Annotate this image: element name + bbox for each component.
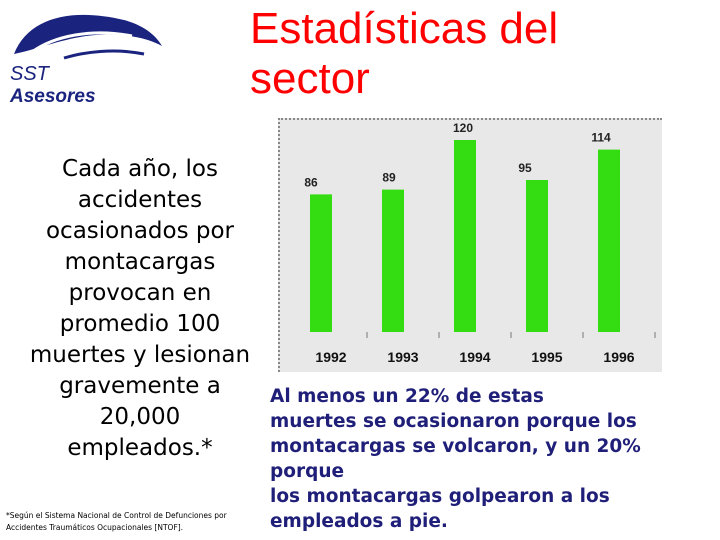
left-line: accidentes — [77, 187, 203, 213]
bar-chart: 86 1992 89 1993 120 1994 95 1995 114 1996 — [278, 118, 662, 372]
bar-1995 — [526, 180, 548, 332]
left-paragraph: Cada año, los accidentes ocasionados por… — [22, 154, 258, 464]
left-line: gravemente a — [59, 373, 221, 399]
right-line: empleados a pie. — [270, 511, 448, 532]
page-title: Estadísticas del sector — [250, 4, 710, 104]
tick-label-1992: 1992 — [315, 349, 346, 365]
footnote: *Según el Sistema Nacional de Control de… — [6, 510, 262, 534]
value-label-1993: 89 — [382, 171, 396, 185]
footnote-line-1: *Según el Sistema Nacional de Control de… — [6, 511, 227, 520]
bar-1992 — [310, 194, 332, 332]
right-line: Al menos un 22% de estas — [270, 386, 544, 407]
logo-text-sst: SST — [10, 63, 51, 85]
right-line: los montacargas golpearon a los — [270, 486, 610, 507]
bar-chart-svg: 86 1992 89 1993 120 1994 95 1995 114 1996 — [304, 121, 656, 365]
left-line: ocasionados por — [45, 218, 235, 244]
left-line: Cada año, los — [62, 156, 218, 182]
logo: SST Asesores — [4, 6, 164, 107]
value-label-1994: 120 — [453, 121, 473, 135]
value-label-1992: 86 — [304, 175, 318, 189]
left-line: empleados.* — [67, 435, 213, 461]
winged-helmet-logo-icon: SST Asesores — [9, 14, 162, 107]
left-line: promedio 100 — [59, 311, 221, 337]
value-label-1995: 95 — [518, 161, 532, 175]
left-line: provocan en — [68, 280, 212, 306]
right-line: muertes se ocasionaron porque los — [270, 411, 637, 432]
left-line: muertes y lesionan — [29, 342, 251, 368]
title-line-2: sector — [250, 54, 370, 103]
tick-label-1994: 1994 — [459, 349, 490, 365]
left-line: 20,000 — [99, 404, 181, 430]
footnote-line-2: Accidentes Traumáticos Ocupacionales [NT… — [6, 523, 184, 532]
tick-label-1996: 1996 — [603, 349, 634, 365]
right-line: montacargas se volcaron, y un 20% porque — [270, 436, 641, 482]
bar-1993 — [382, 189, 404, 332]
tick-label-1995: 1995 — [531, 349, 562, 365]
tick-label-1993: 1993 — [387, 349, 418, 365]
left-line: montacargas — [64, 249, 216, 275]
value-label-1996: 114 — [591, 131, 611, 145]
right-paragraph: Al menos un 22% de estas muertes se ocas… — [270, 384, 710, 534]
bar-1996 — [598, 149, 620, 332]
title-line-1: Estadísticas del — [250, 4, 559, 53]
bar-1994 — [454, 140, 476, 332]
logo-text-asesores: Asesores — [9, 86, 96, 106]
